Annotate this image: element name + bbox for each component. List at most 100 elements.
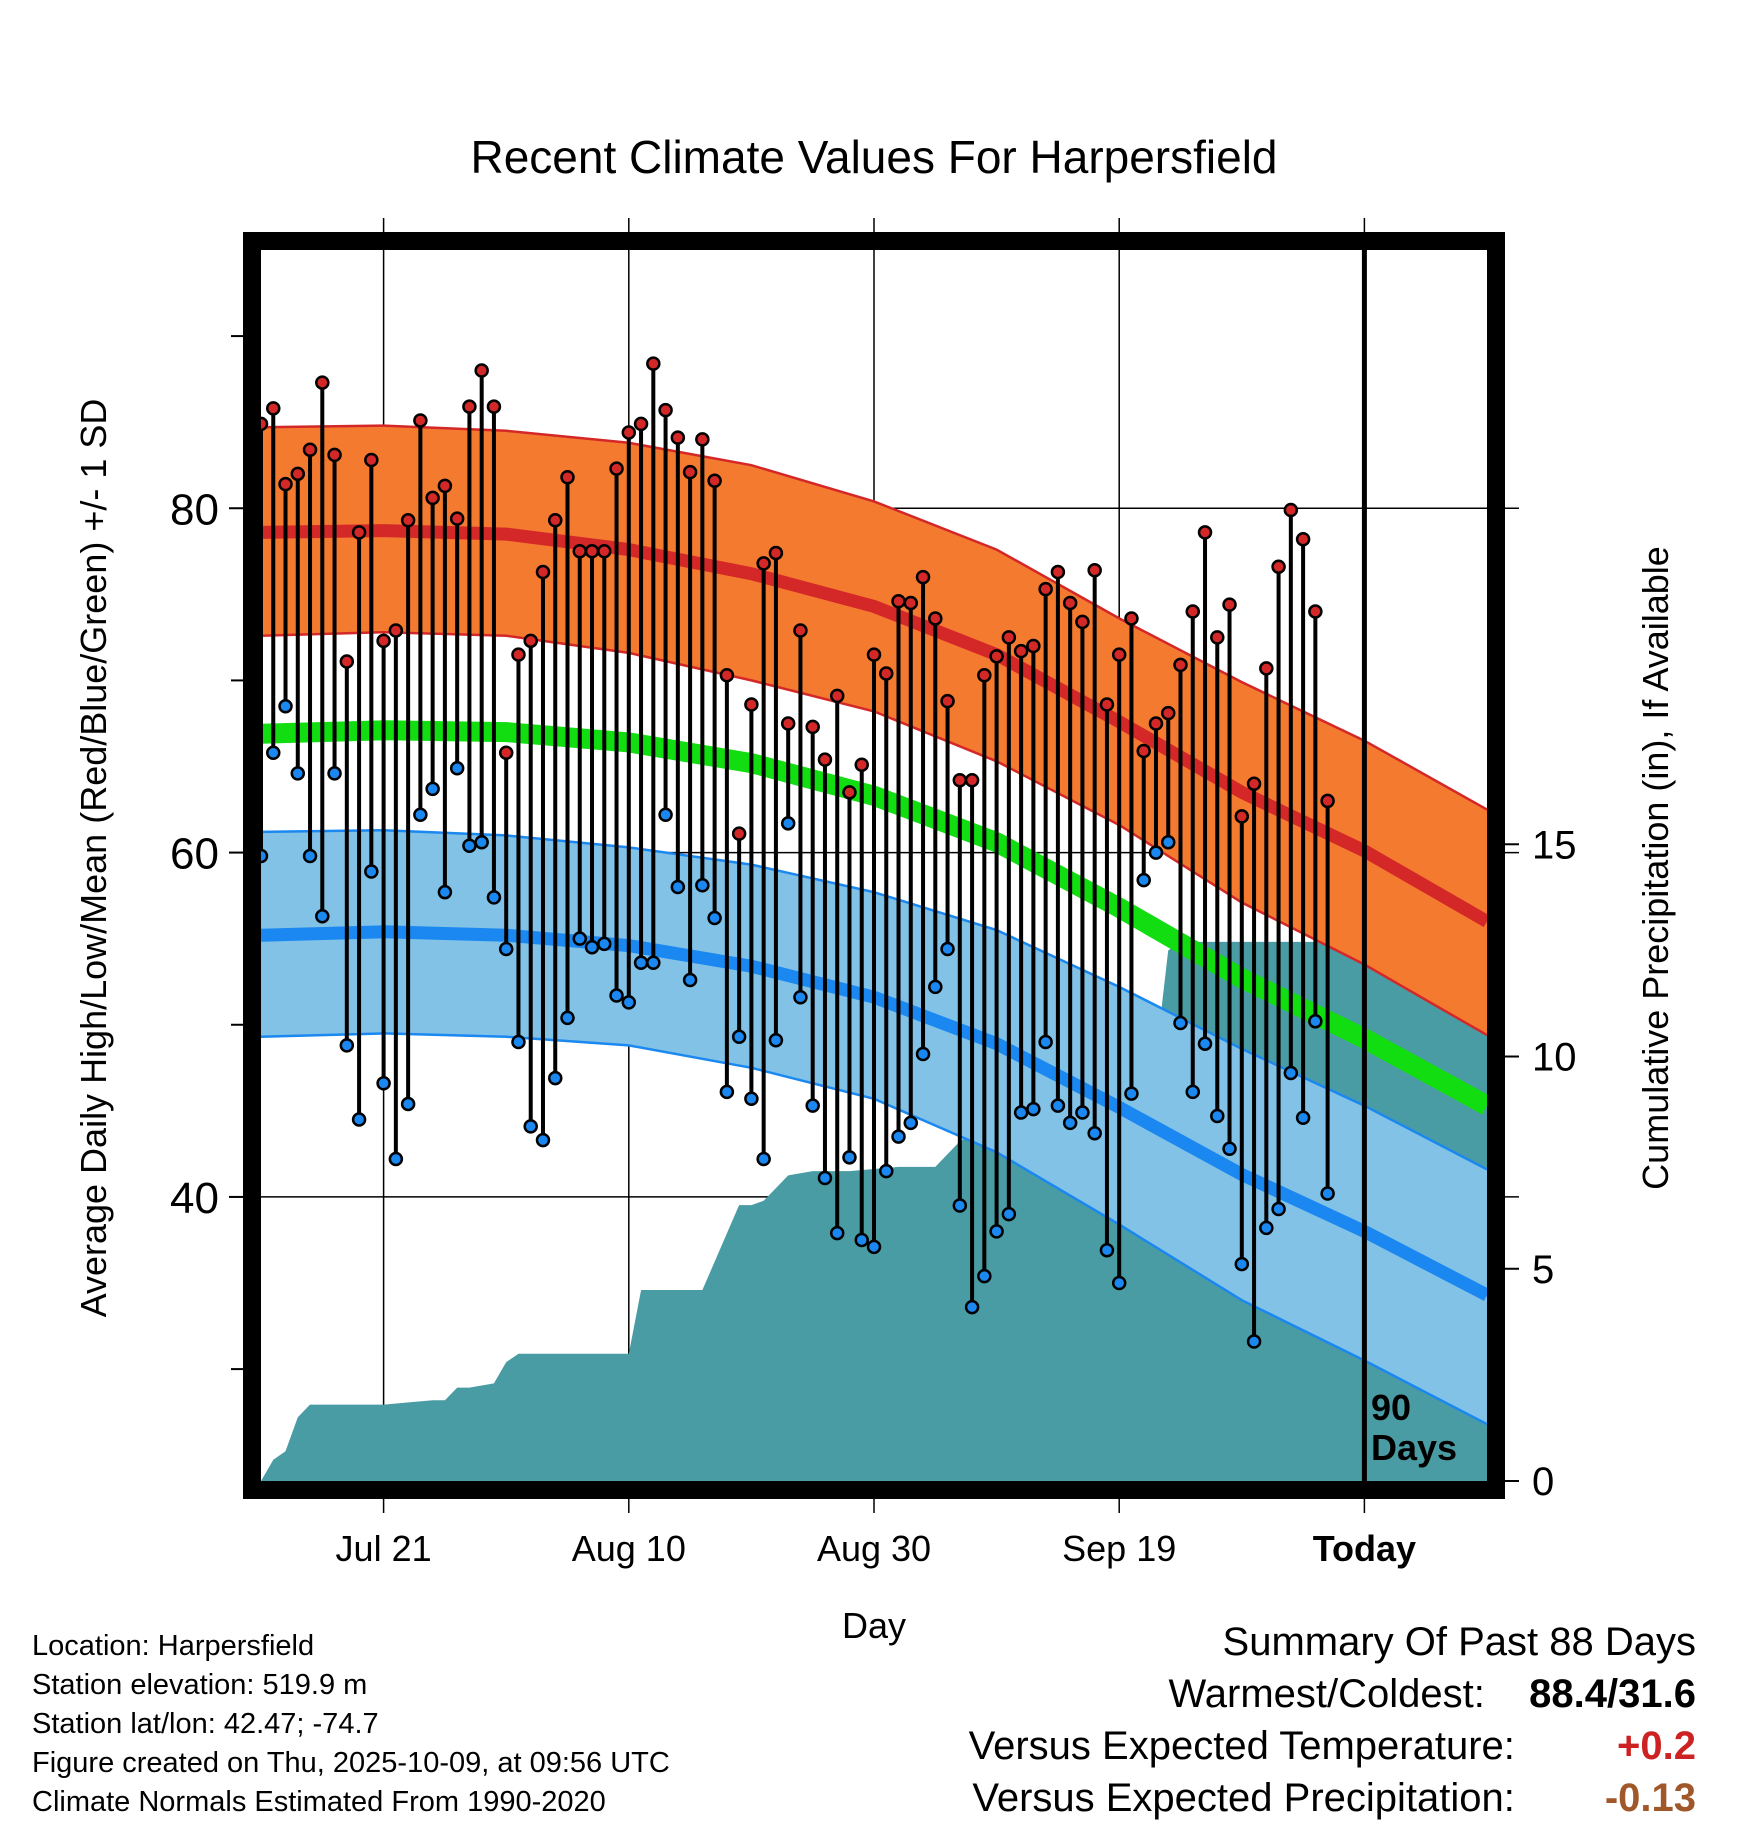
axes-group: Jul 21 Aug 10 Aug 30 Sep 19 Today 40 60 80 0 5 10 1… — [170, 232, 1577, 1569]
plot-frame — [243, 232, 1505, 1499]
summary-precip-label: Versus Expected Precipitation: — [972, 1776, 1515, 1820]
daily-low-point — [1246, 1334, 1262, 1349]
daily-low-point — [498, 941, 514, 957]
daily-high-point — [462, 399, 477, 414]
daily-low-point — [413, 807, 428, 822]
daily-high-point — [339, 654, 355, 669]
daily-high-point — [560, 470, 575, 485]
daily-high-point — [1001, 630, 1017, 645]
daily-high-point — [1222, 597, 1237, 612]
daily-low-point — [1038, 1034, 1053, 1050]
daily-high-point — [413, 413, 428, 428]
daily-high-point — [278, 476, 293, 492]
daily-high-point — [891, 593, 906, 609]
daily-low-point — [511, 1034, 526, 1050]
daily-low-point — [658, 807, 673, 822]
daily-low-point — [1148, 845, 1164, 860]
summary-precip-row: Versus Expected Precipitation: -0.13 — [972, 1776, 1696, 1821]
daily-high-point — [315, 375, 330, 390]
daily-low-point — [1271, 1201, 1286, 1217]
daily-high-point — [609, 461, 624, 476]
daily-low-point — [1050, 1098, 1066, 1113]
daily-high-point — [364, 452, 379, 468]
daily-high-point — [511, 647, 526, 662]
daily-low-point — [633, 955, 649, 971]
high-band-upper-edge — [261, 424, 1487, 811]
daily-low-point — [535, 1132, 551, 1148]
daily-low-point — [793, 989, 808, 1005]
daily-low-point — [266, 745, 281, 760]
daily-high-point — [1283, 502, 1299, 518]
y-tick-label: 40 — [170, 1174, 219, 1223]
x-tick-label: Today — [1313, 1528, 1416, 1569]
daily-high-point — [1246, 776, 1262, 791]
today-days-label-1: 90 — [1371, 1387, 1411, 1428]
daily-high-point — [1210, 630, 1225, 645]
daily-high-point — [498, 745, 514, 760]
daily-low-point — [621, 995, 637, 1010]
daily-high-point — [388, 623, 404, 638]
x-axis-label: Day — [842, 1605, 906, 1646]
summary-temp-row: Versus Expected Temperature: +0.2 — [969, 1724, 1696, 1769]
daily-low-point — [646, 955, 661, 971]
daily-high-point — [1320, 793, 1335, 809]
daily-low-point — [388, 1151, 404, 1167]
daily-high-point — [1259, 661, 1274, 676]
daily-high-point — [523, 633, 538, 649]
daily-high-point — [621, 425, 637, 440]
summary-warmest-row: Warmest/Coldest: 88.4/31.6 — [1169, 1672, 1697, 1717]
daily-low-point — [1013, 1105, 1029, 1120]
daily-low-point — [829, 1225, 845, 1241]
daily-high-point — [952, 773, 968, 788]
daily-low-point — [560, 1010, 575, 1026]
daily-low-point — [670, 879, 686, 895]
daily-low-point — [817, 1170, 833, 1186]
daily-low-point — [964, 1299, 980, 1315]
daily-low-point — [879, 1163, 894, 1179]
daily-high-point — [1185, 604, 1201, 619]
daily-high-point — [854, 757, 869, 773]
daily-high-point — [1197, 525, 1213, 540]
daily-high-point — [646, 356, 661, 371]
daily-high-point — [928, 611, 943, 626]
daily-low-point — [866, 1239, 882, 1255]
daily-low-point — [1283, 1065, 1299, 1081]
daily-low-point — [780, 816, 796, 831]
daily-low-point — [1099, 1243, 1115, 1258]
daily-low-point — [1197, 1036, 1213, 1051]
x-tick-label: Sep 19 — [1062, 1528, 1176, 1569]
x-tick-label: Aug 30 — [817, 1528, 931, 1569]
daily-high-point — [1234, 809, 1250, 824]
daily-high-point — [437, 478, 453, 494]
daily-high-point — [633, 416, 649, 432]
daily-high-point — [1308, 604, 1323, 619]
daily-low-point — [449, 760, 465, 776]
daily-low-point — [756, 1151, 771, 1167]
daily-low-point — [1320, 1186, 1335, 1201]
daily-high-point — [829, 688, 845, 704]
daily-low-point — [474, 835, 489, 850]
daily-high-point — [1099, 697, 1115, 712]
daily-high-point — [768, 545, 784, 561]
daily-low-point — [989, 1224, 1004, 1239]
y2-tick-label: 5 — [1532, 1248, 1554, 1292]
daily-low-point — [731, 1029, 747, 1045]
daily-high-point — [474, 363, 489, 378]
daily-low-point — [1026, 1101, 1041, 1117]
daily-low-point — [584, 940, 600, 955]
daily-low-point — [695, 878, 710, 893]
daily-low-point — [928, 979, 943, 995]
daily-high-point — [1013, 643, 1029, 659]
daily-low-point — [523, 1119, 538, 1134]
summary-temp-value: +0.2 — [1617, 1724, 1696, 1768]
daily-high-point — [1173, 657, 1188, 673]
summary-temp-label: Versus Expected Temperature: — [968, 1724, 1515, 1768]
daily-high-point — [719, 668, 735, 683]
summary-warmest-value: 88.4/31.6 — [1529, 1672, 1696, 1716]
daily-low-point — [437, 884, 453, 900]
daily-low-point — [1234, 1256, 1250, 1272]
daily-high-point — [535, 564, 551, 580]
daily-low-point — [842, 1150, 857, 1165]
x-tick-label: Aug 10 — [572, 1528, 686, 1569]
